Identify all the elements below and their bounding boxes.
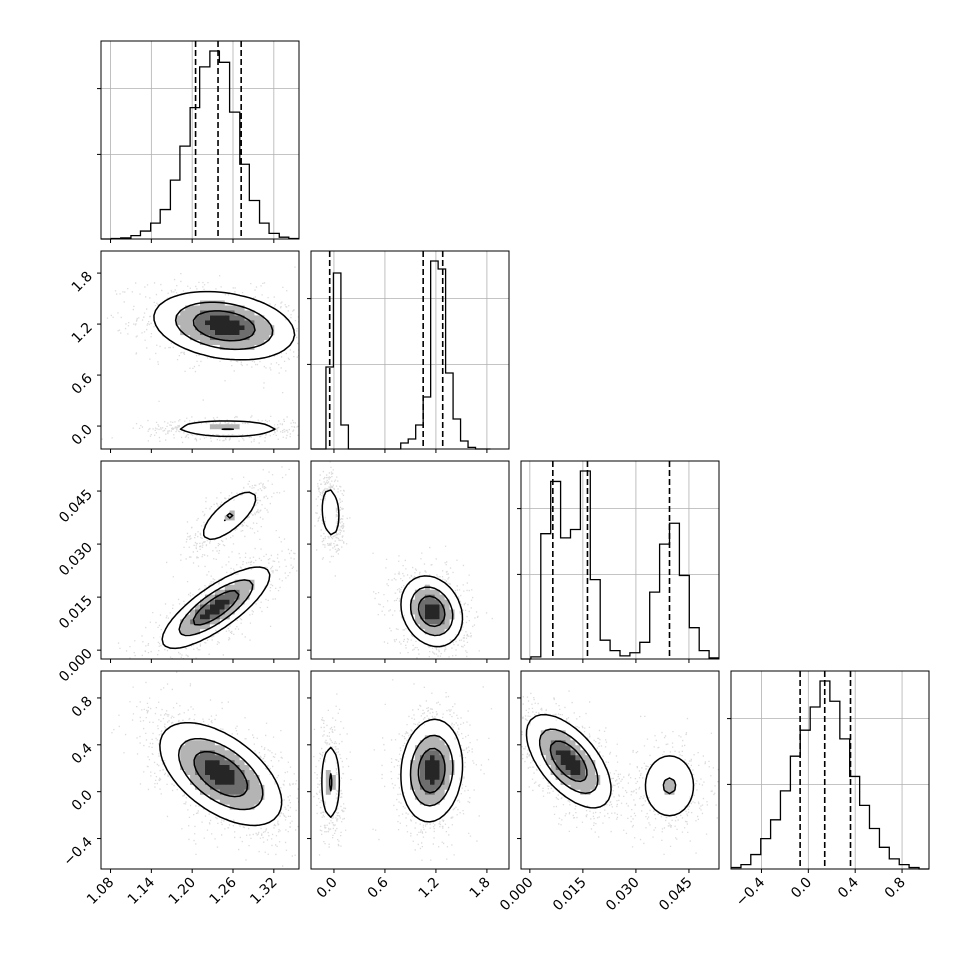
x-tick-label: 1.2 [416, 875, 443, 902]
x-tick-label: 0.045 [656, 875, 696, 915]
histogram-step-line [311, 260, 491, 450]
density-panel-1-3 [307, 670, 510, 873]
density-fill-level-4 [424, 604, 440, 620]
histogram-step-line [731, 680, 929, 870]
y-tick-label: 0.6 [69, 371, 96, 398]
x-tick-label: 0.6 [365, 874, 392, 901]
x-tick-label: 1.32 [247, 875, 280, 908]
contour-level-3 [417, 595, 446, 628]
contour-level-2 [328, 734, 454, 807]
contour-level-2 [174, 301, 274, 431]
x-tick-label: 0.015 [550, 875, 590, 915]
x-tick-label: 0.0 [788, 875, 815, 902]
density-panel-0-2 [97, 460, 300, 663]
contour-level-1 [159, 721, 283, 827]
x-tick-label: 1.08 [84, 875, 117, 908]
histogram-panel-0 [97, 40, 300, 243]
x-tick-label: 1.8 [467, 875, 494, 902]
contour-level-3 [417, 747, 446, 794]
contour-level-1 [161, 491, 271, 650]
panel-frame [520, 460, 720, 660]
histogram-panel-1 [307, 250, 510, 453]
panel-frame [100, 40, 300, 240]
y-tick-label: 0.8 [69, 693, 96, 720]
density-fill-level-2 [180, 510, 255, 635]
density-fill-level-1 [160, 490, 270, 650]
histogram-panel-2 [517, 460, 720, 663]
density-fill-level-3 [195, 750, 250, 795]
x-tick-label: 0.0 [314, 875, 341, 902]
y-tick-label: 0.030 [56, 540, 96, 580]
contour-level-2 [178, 512, 254, 637]
contour-level-2 [409, 586, 454, 637]
x-tick-label: 1.14 [125, 874, 158, 907]
contour-level-3 [549, 740, 588, 783]
density-fill-level-1 [160, 720, 280, 825]
panel-frame [310, 460, 510, 660]
contour-level-1 [153, 290, 296, 438]
y-tick-label: 0.000 [56, 646, 96, 686]
density-panel-0-1 [97, 250, 300, 453]
density-fill-level-2 [540, 730, 675, 795]
density-fill-level-2 [325, 735, 455, 805]
histogram-panel-3 [727, 670, 930, 873]
density-fill-level-4 [200, 599, 230, 620]
density-panel-0-3 [97, 670, 300, 873]
contour-level-1 [321, 489, 464, 648]
y-tick-label: 1.8 [69, 269, 96, 296]
density-panel-1-2 [307, 460, 510, 663]
y-tick-label: 0.4 [69, 740, 96, 767]
contour-level-2 [538, 728, 677, 795]
density-fill-level-4 [204, 760, 235, 785]
y-tick-label: 0.0 [69, 787, 96, 814]
scatter-points [314, 461, 493, 659]
x-tick-label: 1.26 [206, 874, 239, 907]
x-tick-label: −0.4 [733, 874, 768, 909]
panel-frame [100, 250, 300, 450]
histogram-step-line [101, 50, 299, 240]
contour-level-2 [177, 737, 264, 811]
contour-level-3 [192, 589, 240, 626]
density-fill-level-1 [320, 490, 465, 645]
y-tick-label: 1.2 [69, 320, 96, 347]
contour-level-1 [321, 718, 464, 823]
y-tick-label: 0.015 [56, 593, 96, 633]
panel-frame [100, 670, 300, 870]
density-fill-level-4 [555, 750, 581, 775]
density-fill-level-1 [155, 290, 295, 435]
y-tick-label: 0.045 [56, 487, 96, 527]
contour-level-3 [192, 310, 256, 342]
panel-frame [310, 670, 510, 870]
density-fill-level-3 [419, 750, 445, 795]
panel-frame [520, 670, 720, 870]
panel-frame [310, 250, 510, 450]
density-panel-2-3 [517, 670, 720, 873]
x-tick-label: 0.8 [882, 875, 909, 902]
density-fill-level-4 [424, 755, 440, 785]
histogram-step-line [521, 470, 719, 660]
x-tick-label: 1.20 [166, 875, 199, 908]
contour-level-1 [525, 713, 695, 817]
panel-frame [730, 670, 930, 870]
x-tick-label: 0.000 [497, 875, 537, 915]
x-tick-label: 0.030 [603, 875, 643, 915]
y-tick-label: −0.4 [60, 834, 95, 869]
density-fill-level-2 [410, 584, 455, 635]
density-fill-level-3 [195, 310, 255, 341]
density-fill-level-3 [190, 589, 240, 625]
contour-level-3 [193, 750, 249, 798]
panel-frame [100, 460, 300, 660]
x-tick-label: 0.4 [835, 874, 862, 901]
density-fill-level-1 [525, 715, 695, 815]
y-tick-label: 0.0 [69, 422, 96, 449]
density-fill-level-3 [419, 594, 445, 625]
